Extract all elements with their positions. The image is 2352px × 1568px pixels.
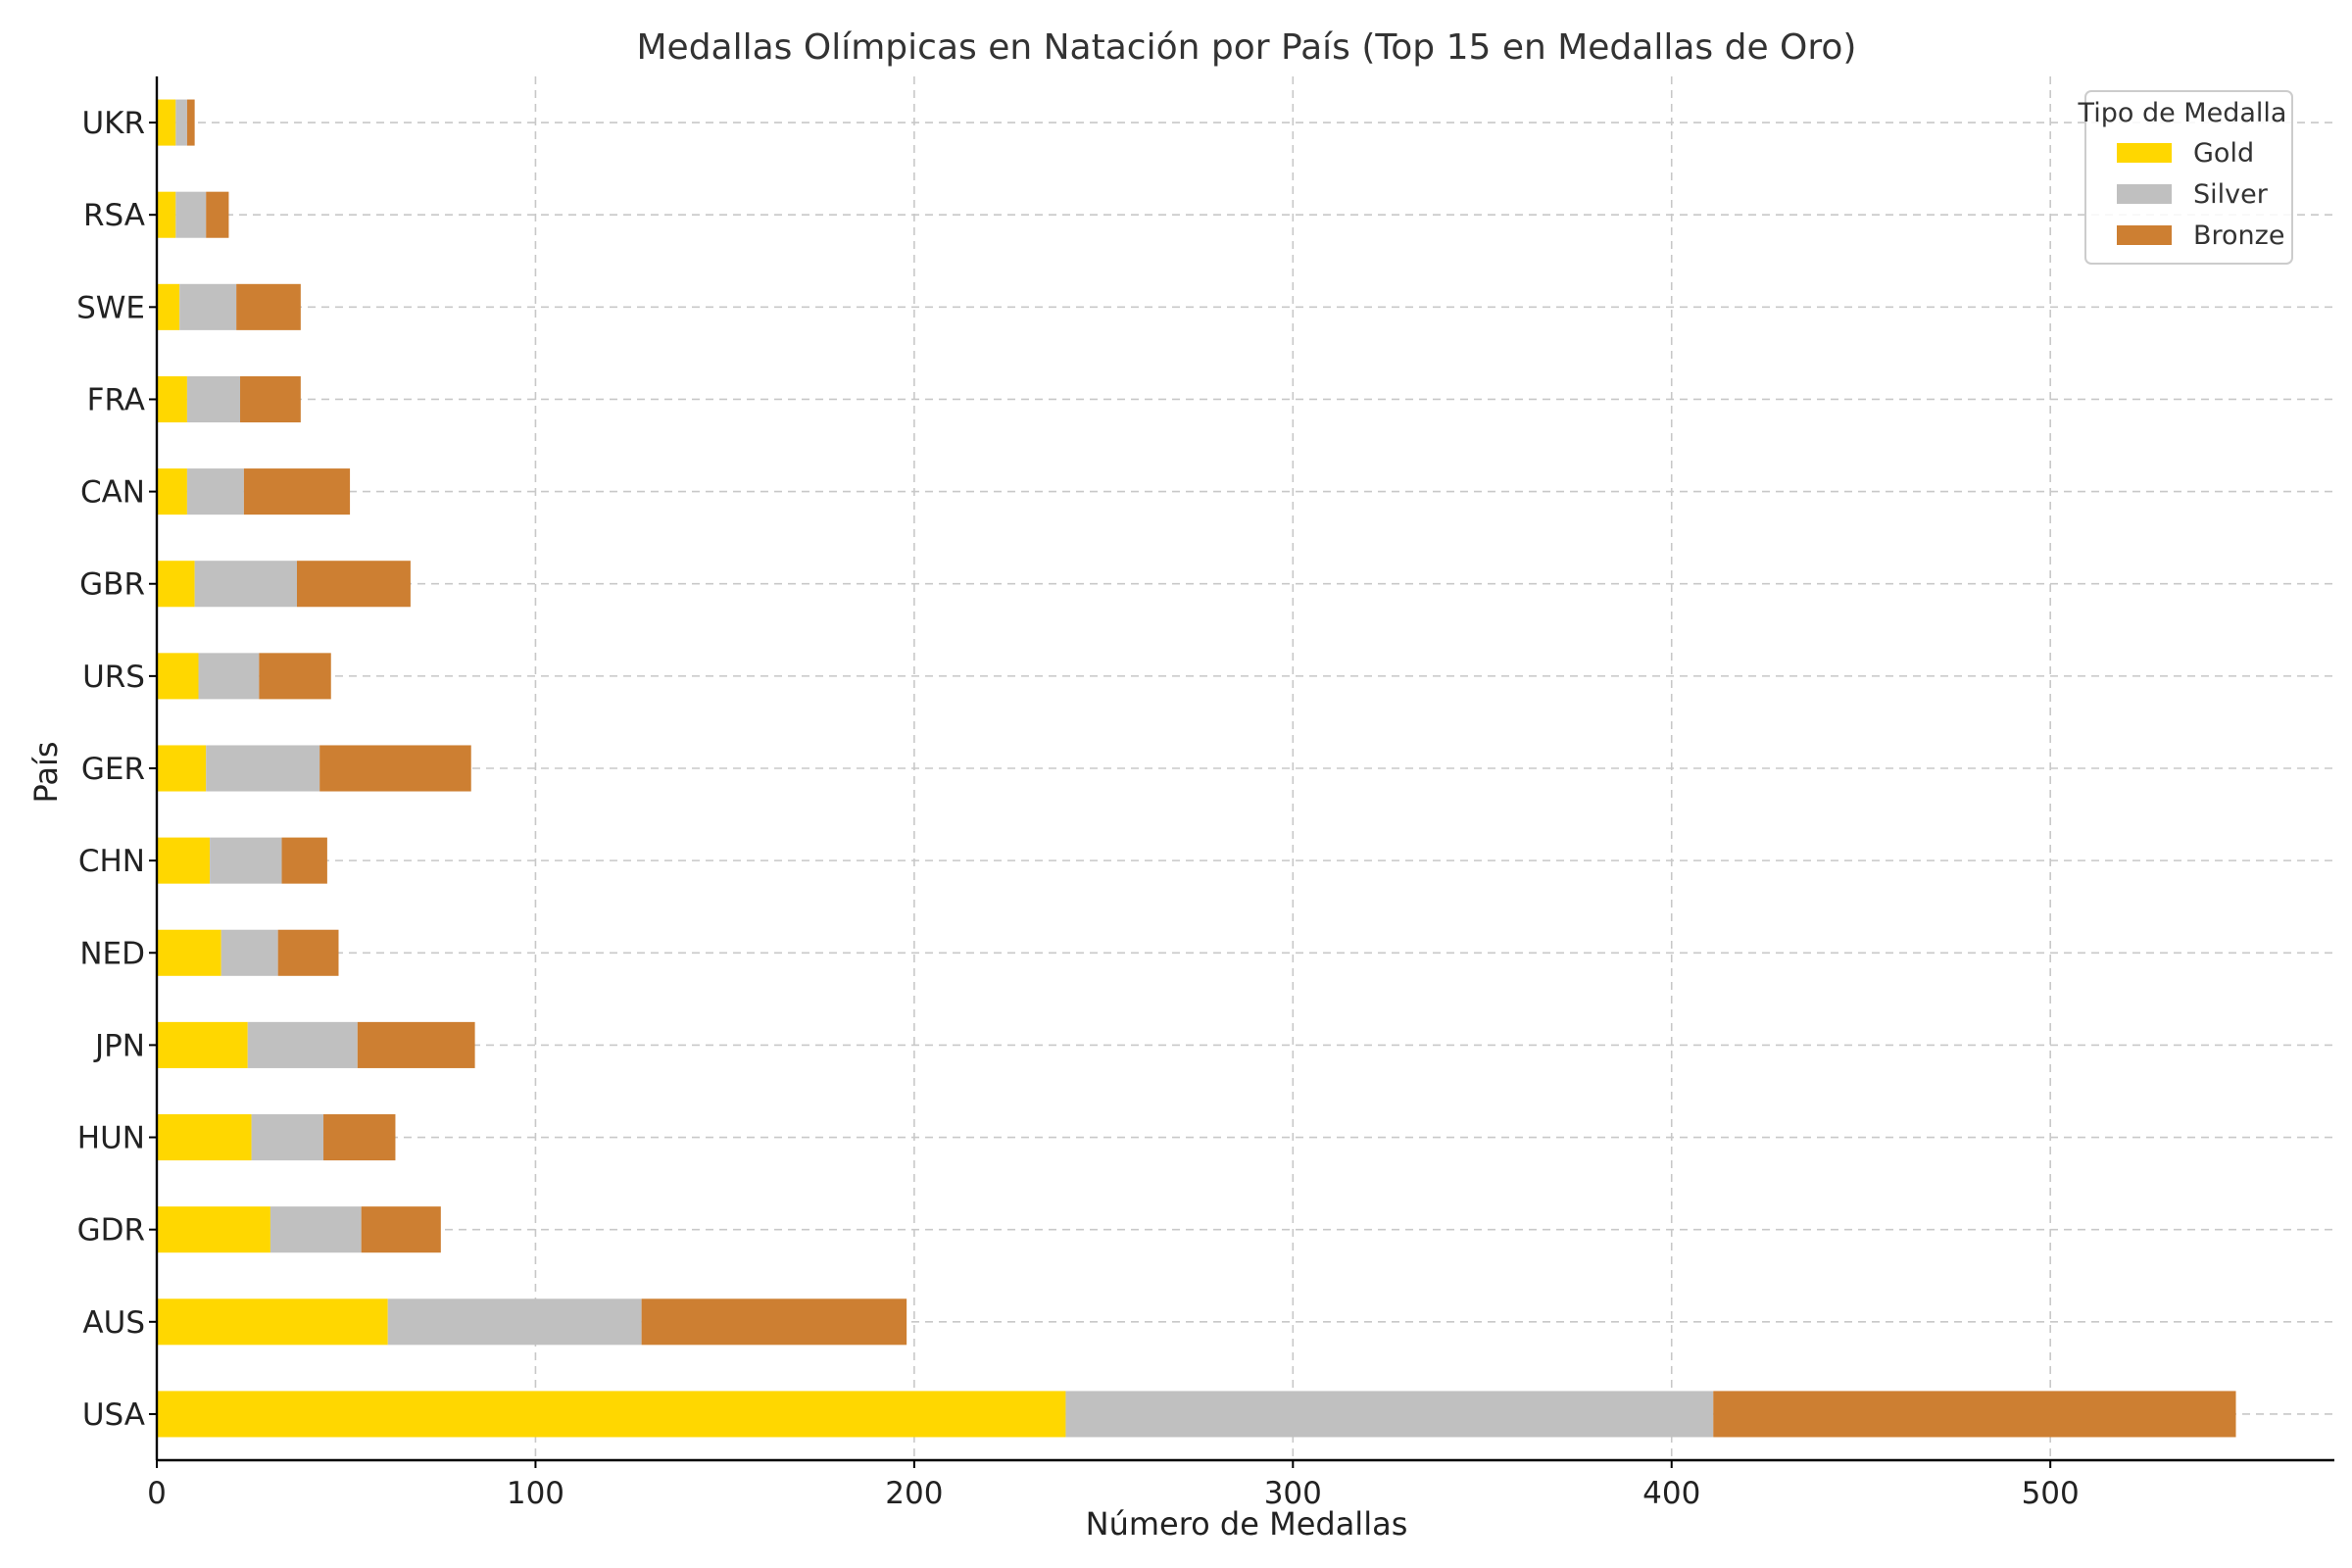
x-tick-label: 400 [1642, 1476, 1700, 1511]
y-tick-label-urs: URS [82, 660, 145, 695]
legend-label-bronze: Bronze [2193, 220, 2284, 251]
bar-silver-can [186, 468, 244, 515]
bar-gold-gbr [157, 561, 195, 608]
bar-bronze-can [243, 468, 351, 515]
bar-bronze-jpn [357, 1021, 475, 1068]
x-tick-label: 0 [147, 1476, 167, 1511]
bar-bronze-chn [281, 837, 327, 884]
legend-swatch-gold [2117, 143, 2172, 163]
x-tick-label: 300 [1264, 1476, 1322, 1511]
bar-bronze-ned [277, 929, 339, 976]
y-axis-label: País [27, 741, 65, 803]
legend-swatch-silver [2117, 184, 2172, 204]
bar-gold-chn [157, 837, 211, 884]
y-tick-label-fra: FRA [87, 382, 145, 417]
y-tick-label-can: CAN [80, 475, 145, 511]
bar-gold-can [157, 468, 187, 515]
bar-silver-ned [220, 929, 278, 976]
bar-bronze-rsa [206, 191, 229, 238]
bar-gold-fra [157, 375, 187, 422]
axes: 0 100 200 300 400 500 USA AUS GDR HUN JPN NED CHN GER… [76, 76, 2334, 1511]
bar-silver-aus [387, 1298, 642, 1346]
y-tick-label-aus: AUS [82, 1305, 145, 1341]
bar-bronze-usa [1713, 1391, 2236, 1438]
bar-silver-gbr [194, 561, 297, 608]
bar-bronze-urs [259, 653, 331, 700]
bar-silver-fra [186, 375, 241, 422]
bar-silver-chn [210, 837, 282, 884]
bar-bronze-swe [236, 283, 301, 330]
y-tick-label-ned: NED [79, 936, 145, 971]
legend: Tipo de Medalla Gold Silver Bronze [2078, 90, 2293, 265]
bar-gold-ger [157, 745, 207, 792]
legend-title: Tipo de Medalla [2078, 98, 2287, 128]
bar-gold-swe [157, 283, 180, 330]
x-axis-label: Número de Medallas [1086, 1505, 1408, 1543]
legend-label-gold: Gold [2193, 138, 2254, 169]
y-tick-label-rsa: RSA [83, 198, 145, 233]
legend-frame [2084, 90, 2293, 265]
bar-gold-aus [157, 1298, 388, 1346]
bar-bronze-gdr [361, 1206, 441, 1253]
bar-silver-urs [198, 653, 260, 700]
chart-title: Medallas Olímpicas en Natación por País … [637, 27, 1857, 68]
bar-gold-gdr [157, 1206, 270, 1253]
y-tick-label-chn: CHN [78, 844, 145, 879]
bar-bronze-hun [323, 1114, 396, 1161]
bar-bronze-gbr [296, 561, 411, 608]
bar-silver-gdr [270, 1206, 362, 1253]
bar-bronze-ukr [186, 99, 195, 146]
bar-gold-hun [157, 1114, 252, 1161]
bar-silver-ger [206, 745, 320, 792]
y-tick-label-usa: USA [82, 1397, 145, 1433]
y-tick-label-gdr: GDR [77, 1213, 145, 1249]
bar-gold-ukr [157, 99, 176, 146]
y-tick-label-ukr: UKR [81, 106, 145, 141]
bar-silver-swe [179, 283, 237, 330]
bar-gold-usa [157, 1391, 1066, 1438]
bar-gold-jpn [157, 1021, 248, 1068]
bar-gold-rsa [157, 191, 176, 238]
bar-bronze-aus [641, 1298, 907, 1346]
bar-silver-jpn [247, 1021, 358, 1068]
x-tick-label: 200 [885, 1476, 943, 1511]
bar-bronze-fra [240, 375, 301, 422]
bar-silver-usa [1065, 1391, 1714, 1438]
bar-gold-ned [157, 929, 221, 976]
y-tick-label-swe: SWE [76, 290, 145, 325]
bar-bronze-ger [319, 745, 471, 792]
x-tick-label: 100 [507, 1476, 564, 1511]
bar-silver-ukr [175, 99, 187, 146]
bars [157, 99, 2236, 1438]
legend-swatch-bronze [2117, 225, 2172, 245]
x-tick-label: 500 [2022, 1476, 2080, 1511]
bar-silver-hun [251, 1114, 324, 1161]
legend-label-silver: Silver [2193, 179, 2269, 210]
bar-gold-urs [157, 653, 199, 700]
grid [156, 76, 2334, 1460]
y-tick-label-hun: HUN [77, 1121, 145, 1156]
y-tick-label-gbr: GBR [79, 567, 145, 603]
y-tick-label-jpn: JPN [93, 1028, 145, 1063]
bar-silver-rsa [175, 191, 207, 238]
y-tick-label-ger: GER [81, 752, 145, 787]
